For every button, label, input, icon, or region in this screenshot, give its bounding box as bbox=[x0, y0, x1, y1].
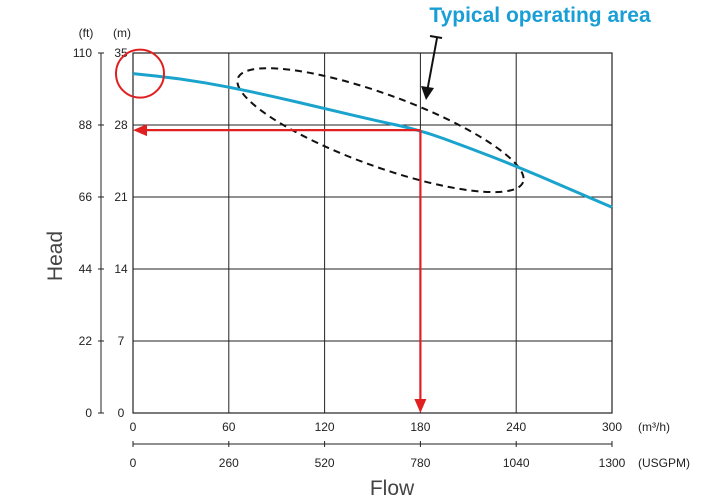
x-secondary-unit: (USGPM) bbox=[638, 456, 690, 470]
x-secondary-tick-label: 1040 bbox=[503, 456, 530, 470]
annotation-arrow-tail bbox=[429, 35, 443, 39]
y-primary-tick-label: 28 bbox=[114, 118, 128, 132]
chart-marks bbox=[115, 35, 613, 413]
operating-area-ellipse bbox=[236, 67, 525, 194]
x-axis-ticks: 0 60 120 180 240 300 0 260 520 780 1040 1300 bbox=[130, 420, 626, 470]
x-primary-tick-label: 240 bbox=[506, 420, 526, 434]
y-secondary-tick-label: 44 bbox=[79, 262, 93, 276]
shutoff-head-marker bbox=[115, 48, 165, 99]
grid bbox=[132, 52, 613, 414]
y-primary-unit: (m) bbox=[113, 26, 131, 40]
pump-curve-line bbox=[132, 72, 613, 209]
y-primary-tick-label: 21 bbox=[114, 190, 128, 204]
annotation-arrow-head bbox=[421, 86, 434, 100]
annotation-arrow-line bbox=[426, 37, 438, 93]
x-primary-tick-label: 60 bbox=[222, 420, 236, 434]
y-secondary-unit: (ft) bbox=[79, 26, 94, 40]
x-primary-unit: (m³/h) bbox=[638, 420, 670, 434]
operating-point-head-arrowhead bbox=[133, 124, 147, 137]
y-primary-tick-label: 7 bbox=[118, 334, 125, 348]
x-secondary-tick-label: 780 bbox=[410, 456, 430, 470]
y-secondary-tick-label: 0 bbox=[85, 406, 92, 420]
operating-area-label: Typical operating area bbox=[429, 4, 651, 27]
y-secondary-tick-label: 66 bbox=[79, 190, 93, 204]
x-primary-tick-label: 0 bbox=[130, 420, 137, 434]
x-primary-tick-label: 120 bbox=[315, 420, 335, 434]
x-primary-tick-label: 180 bbox=[410, 420, 430, 434]
y-secondary-tick-label: 22 bbox=[79, 334, 93, 348]
y-primary-tick-label: 14 bbox=[114, 262, 128, 276]
plot-border bbox=[132, 52, 613, 414]
x-primary-tick-label: 300 bbox=[602, 420, 622, 434]
y-secondary-tick-label: 88 bbox=[79, 118, 93, 132]
y-secondary-tick-label: 110 bbox=[73, 46, 92, 60]
x-secondary-tick-label: 0 bbox=[130, 456, 137, 470]
x-secondary-tick-label: 1300 bbox=[599, 456, 626, 470]
y-primary-tick-label: 0 bbox=[118, 406, 125, 420]
x-secondary-tick-label: 260 bbox=[219, 456, 239, 470]
x-axis-title: Flow bbox=[370, 477, 415, 500]
x-secondary-tick-label: 520 bbox=[315, 456, 335, 470]
operating-point-flow-arrowhead bbox=[414, 399, 427, 413]
y-axis-title: Head bbox=[44, 231, 67, 281]
